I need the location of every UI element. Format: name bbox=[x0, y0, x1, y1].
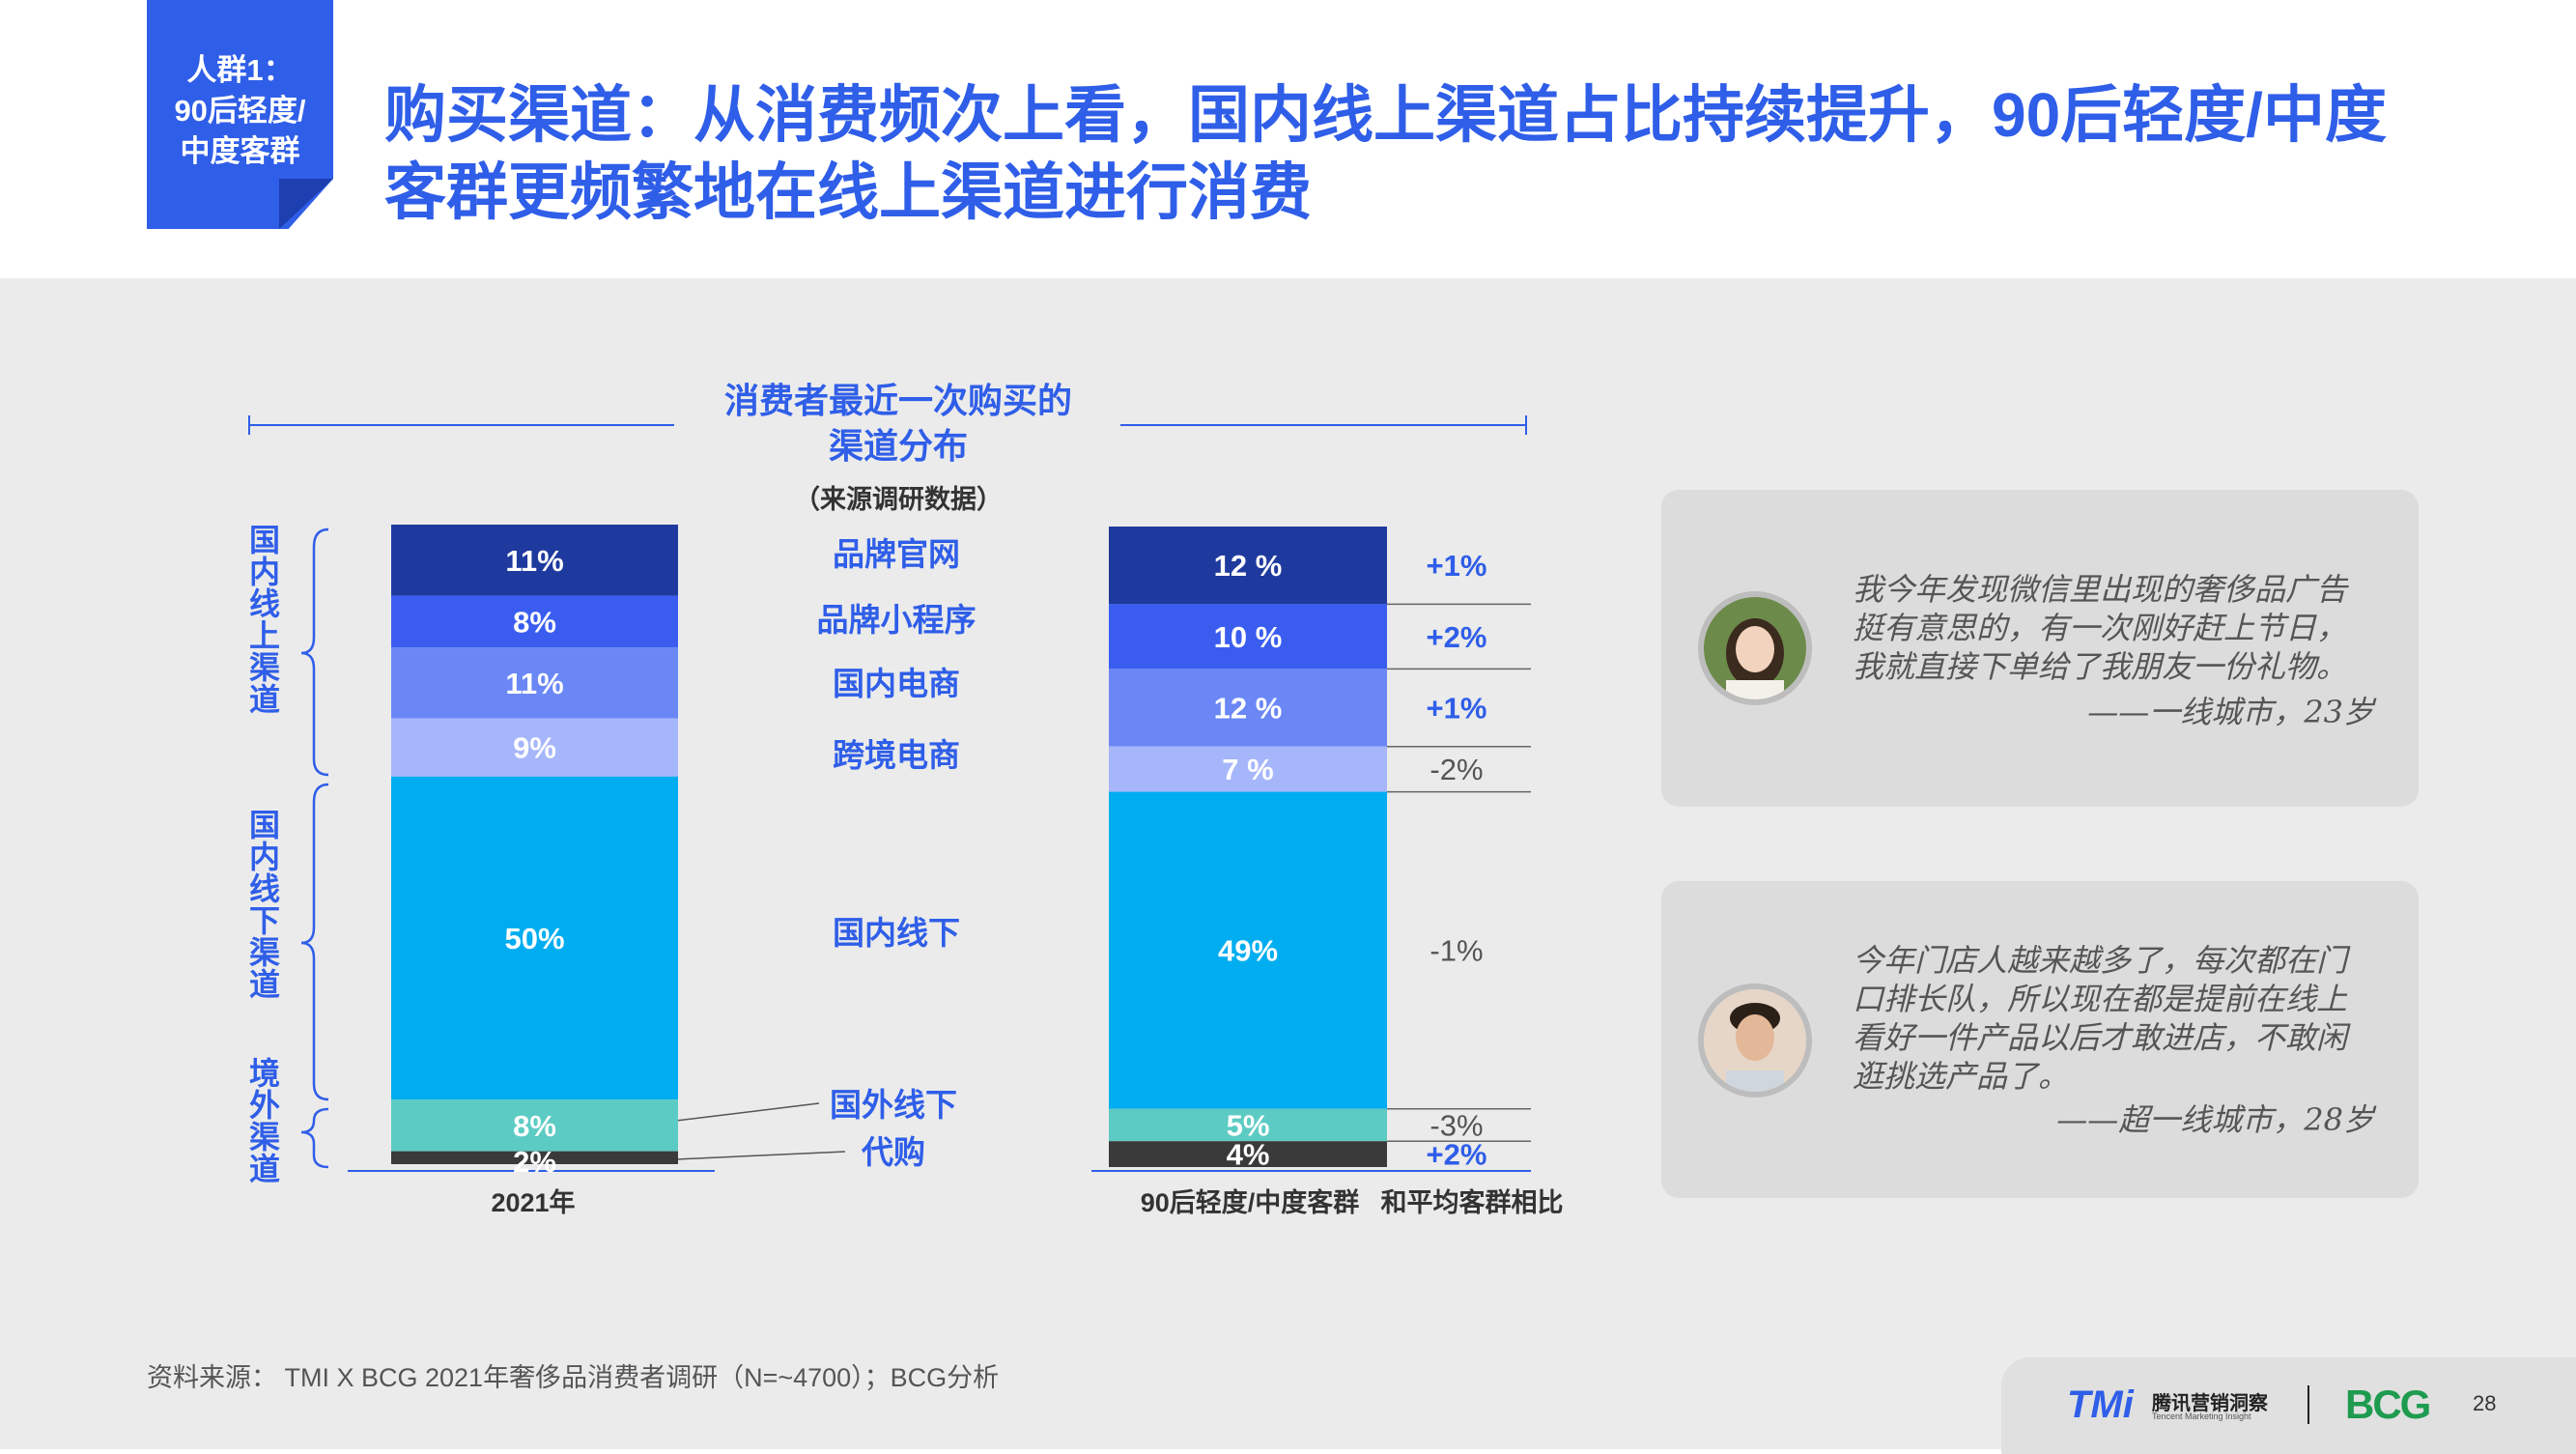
quote-2-author: ——超一线城市，28岁 bbox=[2056, 1101, 2374, 1138]
brace-domestic-offline bbox=[300, 783, 329, 1101]
data-label-2021-2: 11% bbox=[505, 667, 563, 700]
data-label-2021-3: 9% bbox=[513, 731, 556, 765]
diff-label-5: -3% bbox=[1430, 1108, 1483, 1142]
data-label-90s-6: 4% bbox=[1227, 1138, 1270, 1172]
series-name-label-5: 国外线下 bbox=[830, 1087, 957, 1123]
bar-segment-2021-5 bbox=[391, 1099, 678, 1152]
avatar-male bbox=[1698, 984, 1812, 1098]
bar-segment-90s-3 bbox=[1109, 746, 1387, 792]
tmi-logo: TMi bbox=[2067, 1383, 2134, 1426]
diff-label-1: +2% bbox=[1427, 620, 1487, 654]
data-label-2021-6: 2% bbox=[513, 1145, 556, 1179]
leader-line-daigou bbox=[675, 1151, 846, 1160]
bar-segment-2021-1 bbox=[391, 595, 678, 648]
bar-segment-2021-0 bbox=[391, 525, 678, 596]
quote-1-line: 挺有意思的，有一次刚好赶上节日， bbox=[1853, 610, 2348, 646]
diff-label-4: -1% bbox=[1430, 934, 1483, 968]
quote-2-line: 口排长队，所以现在都是提前在线上 bbox=[1853, 981, 2348, 1017]
bar-segment-90s-5 bbox=[1109, 1108, 1387, 1142]
bar-segment-90s-1 bbox=[1109, 604, 1387, 670]
section-tag-text: 人群1： 90后轻度/ 中度客群 bbox=[147, 50, 333, 172]
quote-1-text: 我今年发现微信里出现的奢侈品广告 挺有意思的，有一次刚好赶上节日， 我就直接下单… bbox=[1853, 570, 2393, 686]
x-category-label-2021: 2021年 bbox=[491, 1187, 575, 1217]
data-label-90s-4: 49% bbox=[1218, 934, 1278, 968]
person-avatar-icon bbox=[1704, 989, 1806, 1092]
brace-domestic-online bbox=[300, 527, 329, 777]
data-label-2021-5: 8% bbox=[513, 1109, 556, 1143]
group-label-text: 国内线下渠道 bbox=[248, 808, 280, 1002]
quote-1-author: ——一线城市，23岁 bbox=[2087, 694, 2374, 730]
stacked-bar-chart: 11%8%11%9%50%8%2% 12 %10 %12 %7 %49%5%4%… bbox=[248, 415, 1564, 1217]
data-label-2021-0: 11% bbox=[505, 544, 563, 578]
group-label-overseas: 境外渠道 bbox=[245, 1058, 284, 1185]
page-title-line-1: 购买渠道：从消费频次上看，国内线上渠道占比持续提升，90后轻度/中度 bbox=[384, 80, 2387, 150]
quote-2-line: 今年门店人越来越多了，每次都在门 bbox=[1853, 942, 2348, 979]
brace-overseas bbox=[300, 1107, 329, 1169]
tag-line-2: 90后轻度/ bbox=[174, 94, 306, 128]
leader-line-overseas-offline bbox=[675, 1102, 820, 1122]
group-label-domestic-offline: 国内线下渠道 bbox=[245, 810, 284, 1001]
diff-label-3: -2% bbox=[1430, 753, 1483, 786]
data-label-90s-5: 5% bbox=[1227, 1108, 1270, 1142]
chart-title-line-2: 渠道分布 bbox=[828, 426, 968, 466]
series-name-label-1: 品牌小程序 bbox=[817, 602, 977, 638]
tag-line-1: 人群1： bbox=[186, 53, 294, 87]
data-label-2021-1: 8% bbox=[513, 605, 556, 639]
bar-segment-2021-6 bbox=[391, 1151, 678, 1164]
quote-2-text: 今年门店人越来越多了，每次都在门 口排长队，所以现在都是提前在线上 看好一件产品… bbox=[1853, 941, 2393, 1096]
series-name-label-6: 代购 bbox=[861, 1134, 925, 1170]
diff-label-6: +2% bbox=[1427, 1138, 1487, 1172]
data-label-90s-2: 12 % bbox=[1214, 692, 1283, 726]
bar-segment-2021-3 bbox=[391, 718, 678, 777]
bar-segment-90s-2 bbox=[1109, 669, 1387, 747]
diff-label-2: +1% bbox=[1427, 692, 1487, 726]
bar-segment-90s-0 bbox=[1109, 527, 1387, 605]
tag-line-3: 中度客群 bbox=[180, 134, 300, 168]
x-category-label-90s: 90后轻度/中度客群 bbox=[1141, 1187, 1360, 1217]
group-label-text: 境外渠道 bbox=[248, 1056, 280, 1186]
bars-2021: 11%8%11%9%50%8%2% bbox=[391, 525, 678, 1179]
bars-90s: 12 % 10 % 12 % 7 % 49% 5%4% bbox=[1109, 527, 1387, 1172]
chart-title-line-1: 消费者最近一次购买的 bbox=[723, 381, 1072, 420]
bar-segment-90s-4 bbox=[1109, 791, 1387, 1109]
data-label-90s-3: 7 % bbox=[1222, 753, 1273, 786]
source-footnote: 资料来源： TMI X BCG 2021年奢侈品消费者调研（N=~4700）；B… bbox=[147, 1363, 1000, 1392]
diff-column: +1%+2%+1%-2%-1%-3%+2% bbox=[1387, 549, 1531, 1172]
person-avatar-icon bbox=[1704, 597, 1806, 699]
series-name-label-4: 国内线下 bbox=[833, 915, 960, 951]
bar-segment-2021-4 bbox=[391, 776, 678, 1100]
series-name-label-2: 国内电商 bbox=[833, 666, 960, 701]
series-name-label-0: 品牌官网 bbox=[833, 536, 960, 572]
quote-2-line: 逛挑选产品了。 bbox=[1853, 1058, 2070, 1095]
page-number: 28 bbox=[2473, 1391, 2497, 1415]
quote-1-line: 我今年发现微信里出现的奢侈品广告 bbox=[1853, 571, 2348, 608]
comparison-header: 和平均客群相比 bbox=[1381, 1187, 1564, 1217]
tmi-logo-en: Tencent Marketing Insight bbox=[2152, 1411, 2251, 1421]
bcg-logo: BCG bbox=[2345, 1382, 2431, 1427]
bar-segment-2021-2 bbox=[391, 647, 678, 719]
page-title-line-2: 客群更频繁地在线上渠道进行消费 bbox=[384, 157, 1312, 227]
footer-divider bbox=[2307, 1385, 2309, 1424]
data-label-90s-0: 12 % bbox=[1214, 549, 1283, 583]
chart-source-note: （来源调研数据） bbox=[794, 485, 1003, 514]
data-label-90s-1: 10 % bbox=[1214, 620, 1283, 654]
data-label-2021-4: 50% bbox=[504, 922, 564, 955]
group-label-text: 国内线上渠道 bbox=[248, 523, 280, 717]
quote-2-line: 看好一件产品以后才敢进店，不敢闲 bbox=[1853, 1019, 2348, 1056]
tmi-logo-cn: 腾讯营销洞察 bbox=[2152, 1393, 2268, 1414]
quote-1-line: 我就直接下单给了我朋友一份礼物。 bbox=[1853, 648, 2348, 685]
diff-label-0: +1% bbox=[1427, 549, 1487, 583]
avatar-female bbox=[1698, 591, 1812, 705]
bar-segment-90s-6 bbox=[1109, 1141, 1387, 1167]
footer-logo-tab bbox=[2001, 1357, 2576, 1454]
group-label-domestic-online: 国内线上渠道 bbox=[245, 525, 284, 716]
series-name-label-3: 跨境电商 bbox=[833, 737, 960, 773]
